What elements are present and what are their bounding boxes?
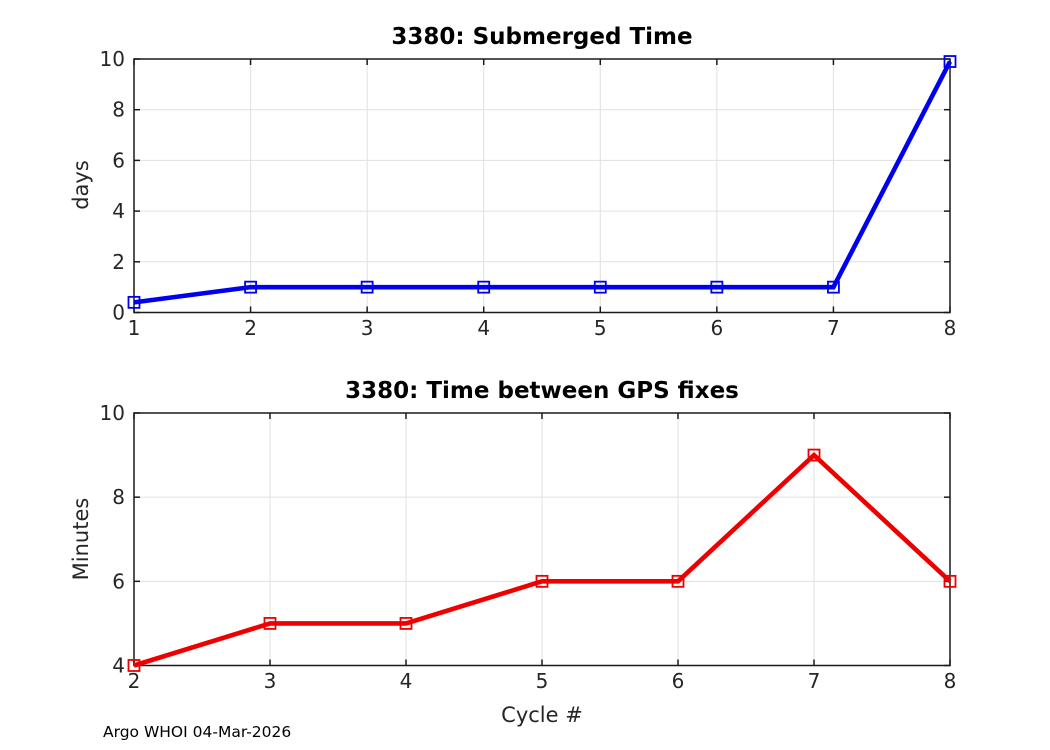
y-tick-label: 0	[112, 301, 125, 325]
plot-box	[133, 58, 951, 314]
x-tick-label: 7	[827, 316, 840, 340]
x-tick-label: 8	[944, 316, 957, 340]
y-tick-label: 8	[112, 98, 125, 122]
gps-fixes-chart: 2 3 4 5 6 7 8 4 6 8 10	[100, 401, 957, 693]
data-marker	[943, 574, 957, 588]
data-marker	[943, 55, 957, 68]
y-tick-label: 6	[112, 148, 125, 172]
data-marker	[244, 280, 257, 294]
y-tick-label: 2	[112, 250, 125, 274]
x-tick-label: 2	[128, 669, 141, 693]
data-marker	[127, 295, 141, 309]
bottom-chart-ylabel: Minutes	[69, 497, 93, 581]
y-tick-label: 6	[112, 569, 125, 593]
x-tick-label: 4	[400, 669, 413, 693]
data-line	[133, 451, 952, 668]
x-tick-label: 5	[536, 669, 549, 693]
data-line	[133, 60, 953, 305]
data-marker	[827, 280, 840, 294]
data-marker	[535, 574, 549, 588]
y-tick-label: 4	[112, 654, 125, 678]
y-tick-label: 10	[100, 401, 125, 425]
x-tick-label: 4	[477, 316, 490, 340]
data-marker	[710, 280, 724, 294]
data-marker	[477, 280, 491, 294]
y-tick-label: 8	[112, 485, 125, 509]
x-tick-label: 6	[710, 316, 723, 340]
data-marker	[127, 659, 141, 672]
figure-footer: Argo WHOI 04-Mar-2026	[103, 723, 292, 741]
data-marker	[399, 617, 413, 630]
top-chart-ylabel: days	[69, 160, 93, 210]
y-tick-label: 10	[100, 47, 125, 71]
x-tick-label: 6	[672, 669, 685, 693]
x-tick-label: 2	[244, 316, 257, 340]
data-marker	[671, 574, 685, 588]
y-tick-label: 4	[112, 199, 125, 223]
data-marker	[263, 617, 277, 630]
x-tick-label: 7	[808, 669, 821, 693]
bottom-chart-xlabel: Cycle #	[501, 703, 583, 727]
x-tick-label: 8	[944, 669, 957, 693]
data-marker	[360, 280, 374, 294]
x-tick-label: 3	[264, 669, 277, 693]
data-marker	[807, 448, 821, 462]
top-chart-title: 3380: Submerged Time	[391, 24, 693, 50]
bottom-chart-title: 3380: Time between GPS fixes	[345, 378, 739, 404]
x-tick-label: 1	[128, 316, 141, 340]
submerged-time-chart: 1 2 3 4 5 6 7 8 0 2 4 6 8 10	[100, 47, 957, 340]
data-marker	[593, 280, 607, 294]
x-tick-label: 3	[361, 316, 374, 340]
x-tick-label: 5	[594, 316, 607, 340]
